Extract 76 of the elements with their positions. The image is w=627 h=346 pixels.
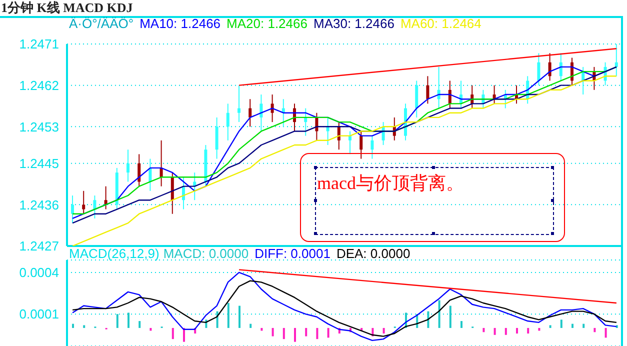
bar (250, 324, 252, 328)
bar (560, 320, 562, 328)
bar (604, 328, 607, 338)
bar (316, 328, 318, 340)
text: DEA: 0.0000 (336, 246, 410, 261)
y-tick-label: 1.2427 (19, 238, 59, 254)
candlestick (82, 190, 86, 214)
bar (128, 312, 130, 328)
chart-title: MACD(26,12,9) (69, 246, 160, 261)
chart-subtitle: Ä·Ö°/ÄÄÖ° (69, 16, 134, 31)
text: MA20: 1.2466 (226, 16, 308, 31)
bar (72, 324, 74, 328)
y-tick-label: 1.2471 (19, 36, 59, 52)
candlestick (238, 84, 240, 123)
bar (327, 328, 330, 338)
candlestick (138, 154, 141, 187)
candlestick (348, 130, 352, 155)
candlestick (614, 44, 618, 77)
candlestick (126, 149, 130, 182)
bar (527, 328, 530, 334)
candlestick (370, 135, 374, 160)
y-tick-label: 0.0004 (19, 265, 59, 280)
bar (116, 314, 118, 328)
bar (482, 328, 485, 332)
bar (582, 324, 585, 328)
bar (138, 321, 141, 328)
candlestick (559, 52, 562, 82)
bar (183, 328, 185, 342)
candlestick (248, 98, 252, 128)
bar (504, 328, 507, 335)
candlestick (215, 116, 218, 160)
bar (616, 325, 618, 328)
y-tick-label: 1.2445 (19, 156, 59, 171)
line-series (72, 280, 618, 337)
bar (282, 328, 285, 340)
bar (427, 311, 430, 328)
bar (83, 325, 86, 328)
y-tick-label: 1.2453 (19, 119, 59, 134)
chart-title: 1分钟 K线 MACD KDJ (1, 0, 133, 15)
line-series (72, 272, 618, 342)
text: MA60: 1.2464 (400, 16, 482, 31)
y-tick-label: 0.0001 (19, 306, 59, 322)
bar (238, 306, 240, 328)
bar (449, 306, 452, 328)
bar (438, 300, 440, 328)
bar (382, 328, 385, 334)
bar (538, 328, 540, 331)
candlestick (93, 195, 96, 219)
bar (260, 328, 263, 331)
text: MA30: 1.2466 (313, 16, 394, 31)
candlestick (415, 80, 418, 118)
bar (549, 325, 552, 328)
y-tick-label: 1.2462 (19, 78, 59, 93)
bar (150, 328, 152, 331)
text: MA10: 1.2466 (140, 16, 221, 31)
bar (294, 328, 296, 342)
bar (572, 324, 574, 328)
bar (227, 303, 230, 328)
bar (594, 328, 596, 332)
candlestick (71, 195, 74, 224)
bar (494, 328, 496, 335)
y-tick-label: 1.2436 (19, 197, 59, 212)
candlestick (260, 94, 263, 132)
candlestick (226, 103, 230, 141)
bar (460, 321, 462, 328)
text: MACD: 0.0000 (163, 246, 249, 261)
bar (305, 328, 308, 336)
bar (172, 328, 174, 340)
candlestick (537, 52, 540, 86)
candlestick (360, 130, 363, 160)
bar (272, 328, 274, 336)
candlestick (426, 76, 430, 104)
series-label: DIFF: 0.0001 (254, 246, 330, 261)
annotation: macd与价顶背离。 (317, 172, 464, 194)
bar (516, 328, 518, 334)
candlestick (170, 172, 174, 214)
